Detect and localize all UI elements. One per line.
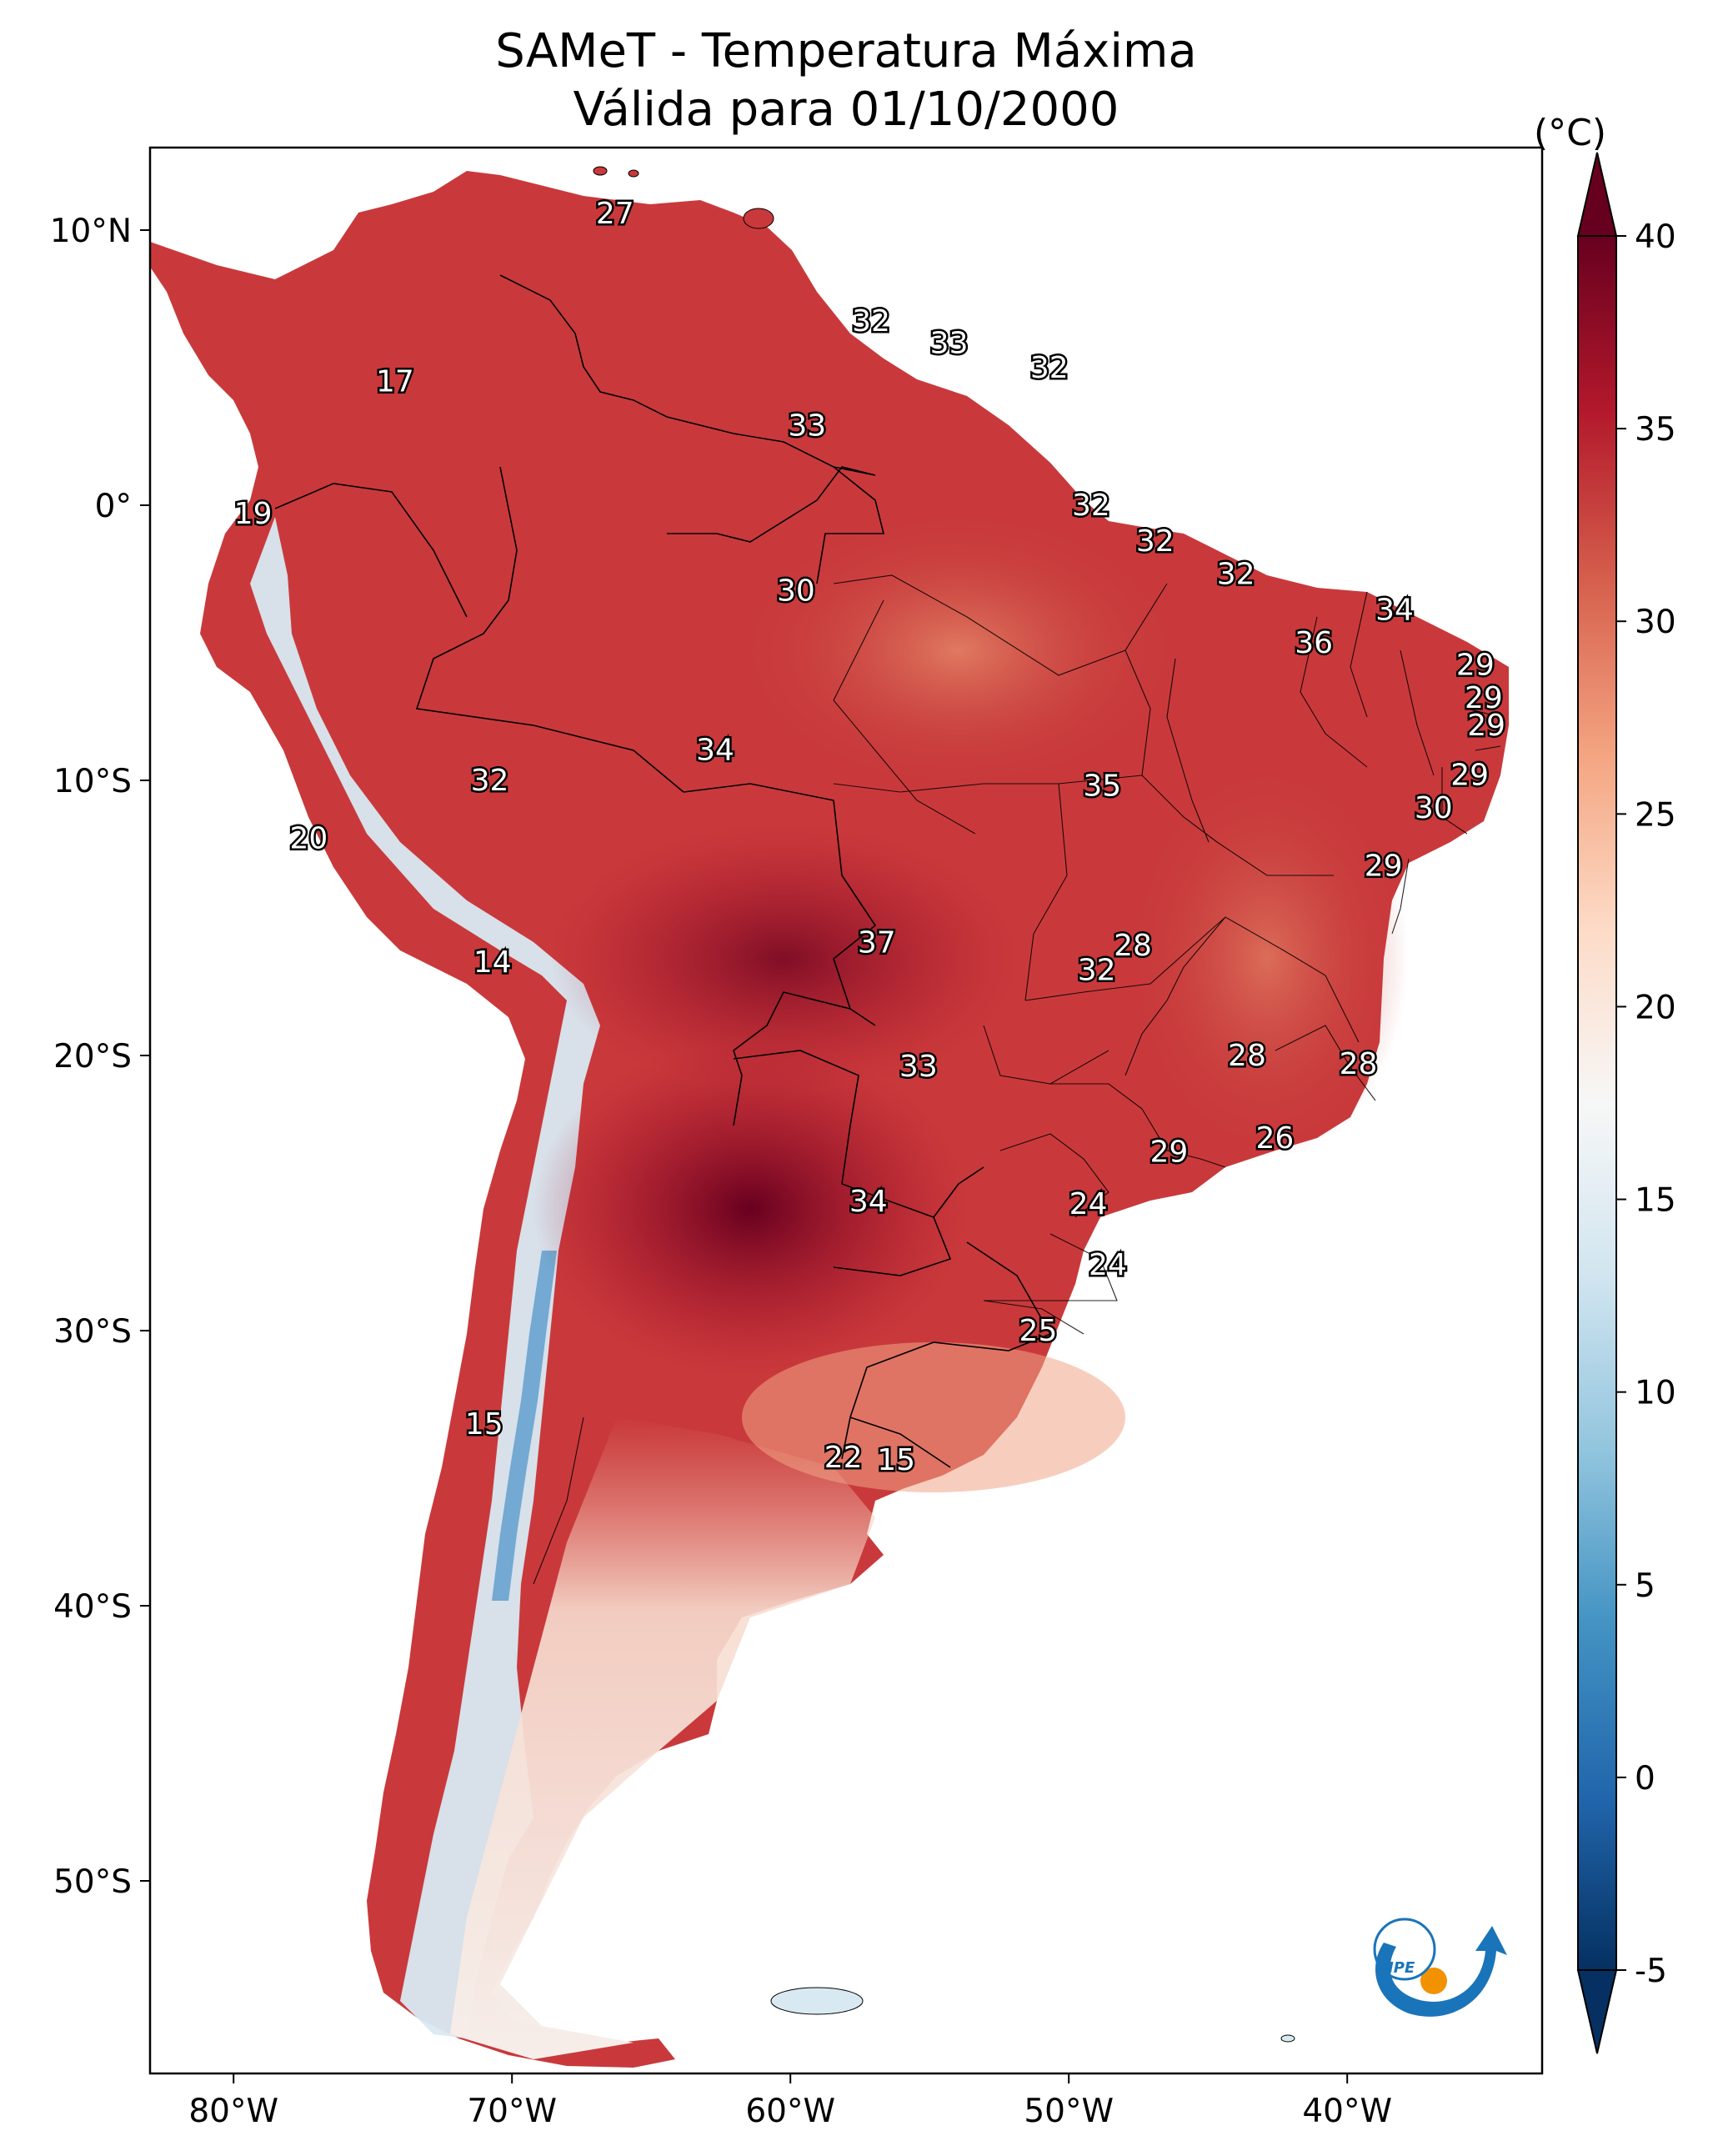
point-value-label: 32 (852, 304, 890, 338)
lat-tick-label: 10°S (53, 763, 132, 800)
colorbar-tick-label: 20 (1635, 989, 1676, 1026)
islands (593, 166, 1295, 2043)
andes-deep-cold (492, 1251, 557, 1601)
logo-swoosh (1375, 1926, 1507, 2017)
point-value-label: 32 (1136, 524, 1175, 559)
point-value-label: 29 (1465, 681, 1503, 715)
colorbar-ticks: 40 35 30 25 20 15 10 5 0 -5 (1616, 218, 1676, 1990)
point-value-label: 15 (877, 1443, 915, 1477)
point-value-label: 28 (1228, 1039, 1266, 1073)
lon-tick-label: 40°W (1302, 2093, 1392, 2130)
point-value-label: 14 (473, 945, 512, 980)
point-value-label: 32 (1217, 558, 1255, 592)
colorbar-tick-label: 40 (1635, 218, 1676, 256)
point-value-label: 32 (1072, 489, 1110, 523)
map-frame (148, 146, 1544, 2075)
map-panel: 2717323332333219303232363429292929302934… (150, 148, 1542, 2073)
point-value-label: 19 (234, 497, 273, 531)
point-value-label: 25 (1019, 1314, 1058, 1348)
lon-tick-label: 80°W (188, 2093, 278, 2130)
colorbar-gradient (1578, 236, 1616, 1970)
point-value-label: 29 (1467, 709, 1505, 743)
logo-sun (1420, 1968, 1447, 1994)
chaco-hot-core (533, 1042, 967, 1376)
lat-tick-label: 10°N (50, 213, 132, 250)
point-value-label: 33 (899, 1050, 938, 1084)
east-brazil-mild (1125, 759, 1409, 1159)
point-value-label: 32 (1030, 351, 1069, 385)
point-value-label: 22 (824, 1441, 863, 1475)
point-value-label: 33 (930, 326, 969, 360)
colorbar-tick-label: 25 (1635, 796, 1676, 834)
lon-tick-label: 60°W (745, 2093, 835, 2130)
point-value-label: 29 (1456, 648, 1495, 682)
point-value-label: 36 (1295, 626, 1333, 660)
colorbar-frame (1577, 235, 1617, 1971)
lat-tick-label: 50°S (53, 1863, 132, 1901)
point-value-label: 24 (1069, 1187, 1108, 1221)
point-value-label: 32 (1078, 954, 1116, 988)
amazon-mild (734, 509, 1184, 792)
point-value-label: 28 (1114, 929, 1152, 963)
latitude-ticks: 10°N 0° 10°S 20°S 30°S 40°S 50°S (50, 213, 150, 1901)
colorbar-extend-top (1576, 152, 1618, 237)
colorbar-tick-label: 10 (1635, 1375, 1676, 1412)
country-borders (274, 274, 1052, 1468)
mato-grosso-hot (550, 825, 1017, 1092)
lat-tick-label: 30°S (53, 1313, 132, 1351)
longitude-ticks: 80°W 70°W 60°W 50°W 40°W (188, 2073, 1392, 2130)
inpe-logo: INPE (1373, 1918, 1507, 2017)
point-value-label: 34 (696, 734, 734, 768)
patagonia-cool (450, 1417, 875, 2059)
point-value-label: 29 (1450, 758, 1489, 792)
lat-tick-label: 40°S (53, 1588, 132, 1626)
andes-cold-zone (250, 517, 600, 2038)
colorbar: 40 35 30 25 20 15 10 5 0 -5 (1576, 152, 1676, 2054)
point-value-label: 32 (471, 764, 509, 798)
chart-title: SAMeT - Temperatura Máxima (495, 24, 1197, 78)
lat-tick-label: 0° (95, 488, 132, 525)
point-value-label: 34 (849, 1185, 888, 1219)
state-borders (533, 574, 1501, 1585)
point-value-label: 20 (289, 821, 328, 855)
south-brazil-mild (742, 1342, 1125, 1492)
colorbar-unit-label: (°C) (1534, 112, 1607, 154)
point-value-label: 29 (1150, 1136, 1189, 1170)
colorbar-tick-label: 35 (1635, 411, 1676, 449)
point-value-label: 37 (858, 926, 896, 960)
point-value-label: 30 (1415, 791, 1453, 825)
logo-text: INPE (1375, 1959, 1415, 1977)
chart-subtitle: Válida para 01/10/2000 (573, 83, 1119, 137)
colorbar-tick-label: 5 (1635, 1567, 1655, 1605)
lat-tick-label: 20°S (53, 1038, 132, 1075)
point-value-label: 33 (788, 409, 826, 443)
logo-orbit (1373, 1918, 1436, 1981)
point-value-label: 34 (1375, 593, 1414, 627)
colorbar-tick-label: 15 (1635, 1182, 1676, 1220)
colorbar-extend-bottom (1576, 1969, 1618, 2054)
point-value-label: 35 (1083, 770, 1121, 804)
point-value-label: 30 (777, 574, 815, 608)
colorbar-tick-label: -5 (1635, 1953, 1667, 1990)
point-value-label: 15 (465, 1407, 503, 1442)
point-value-labels: 2717323332333219303232363429292929302934… (232, 195, 1507, 1480)
colorbar-tick-label: 30 (1635, 604, 1676, 641)
point-value-label: 17 (376, 365, 414, 399)
lon-tick-label: 50°W (1024, 2093, 1114, 2130)
point-value-label: 28 (1340, 1047, 1378, 1081)
point-value-label: 26 (1255, 1121, 1294, 1156)
colorbar-tick-label: 0 (1635, 1760, 1655, 1798)
point-value-label: 29 (1365, 849, 1403, 883)
point-value-label: 27 (596, 197, 634, 231)
lon-tick-label: 70°W (467, 2093, 557, 2130)
point-value-label: 24 (1089, 1248, 1127, 1282)
